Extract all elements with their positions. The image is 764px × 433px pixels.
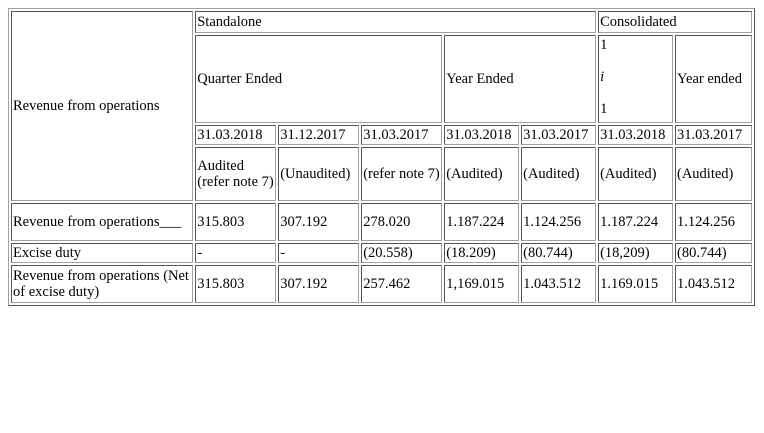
table-row: Excise duty - - (20.558) (18.209) (80.74… xyxy=(11,243,752,263)
table-cell: 1.043.512 xyxy=(521,265,597,303)
table-cell: 1,169.015 xyxy=(444,265,520,303)
table-cell: (18.209) xyxy=(444,243,520,263)
date-header: 31.03.2018 xyxy=(598,125,673,145)
table-cell: 278.020 xyxy=(361,203,443,241)
date-header: 31.03.2018 xyxy=(444,125,520,145)
table-cell: 257.462 xyxy=(361,265,443,303)
table-cell: 1.124.256 xyxy=(521,203,597,241)
table-cell: - xyxy=(278,243,360,263)
standalone-group-header: Standalone xyxy=(195,11,597,33)
row-header-label: Revenue from operations xyxy=(13,98,160,114)
table-cell: 307.192 xyxy=(278,203,360,241)
consolidated-note-cell: 1 i 1 xyxy=(598,35,673,123)
quarter-ended-header: Quarter Ended xyxy=(195,35,443,123)
table-cell: (80.744) xyxy=(675,243,752,263)
audit-status: (Audited) xyxy=(598,147,673,201)
table-cell: (18,209) xyxy=(598,243,673,263)
table-cell: 1.187.224 xyxy=(598,203,673,241)
audit-status: (refer note 7) xyxy=(361,147,443,201)
audit-status: Audited (refer note 7) xyxy=(195,147,277,201)
consolidated-note-2: i xyxy=(600,69,605,85)
row-label: Excise duty xyxy=(11,243,194,263)
date-header: 31.03.2017 xyxy=(675,125,752,145)
date-header: 31.12.2017 xyxy=(278,125,360,145)
table-cell: 1.169.015 xyxy=(598,265,673,303)
row-label: Revenue from operations___ xyxy=(11,203,194,241)
row-header-cell: Revenue from operations xyxy=(11,11,194,201)
date-header: 31.03.2018 xyxy=(195,125,277,145)
table-row: Revenue from operations___ 315.803 307.1… xyxy=(11,203,752,241)
consolidated-note-1: 1 xyxy=(600,37,608,53)
date-header: 31.03.2017 xyxy=(521,125,597,145)
table-cell: 1.043.512 xyxy=(675,265,752,303)
table-cell: 1.124.256 xyxy=(675,203,752,241)
table-row: Revenue from operations (Net of excise d… xyxy=(11,265,752,303)
audit-status: (Unaudited) xyxy=(278,147,360,201)
consolidated-group-header: Consolidated xyxy=(598,11,752,33)
table-cell: 307.192 xyxy=(278,265,360,303)
table-cell: 1.187.224 xyxy=(444,203,520,241)
table-cell: 315.803 xyxy=(195,265,277,303)
revenue-table: Revenue from operations Standalone Conso… xyxy=(8,8,755,306)
row-label: Revenue from operations (Net of excise d… xyxy=(11,265,194,303)
audit-status: (Audited) xyxy=(444,147,520,201)
table-cell: (80.744) xyxy=(521,243,597,263)
year-ended-header: Year Ended xyxy=(444,35,597,123)
table-cell: (20.558) xyxy=(361,243,443,263)
table-cell: 315.803 xyxy=(195,203,277,241)
date-header: 31.03.2017 xyxy=(361,125,443,145)
audit-status: (Audited) xyxy=(675,147,752,201)
consolidated-year-ended-header: Year ended xyxy=(675,35,752,123)
consolidated-note-3: 1 xyxy=(600,101,608,117)
table-cell: - xyxy=(195,243,277,263)
audit-status: (Audited) xyxy=(521,147,597,201)
